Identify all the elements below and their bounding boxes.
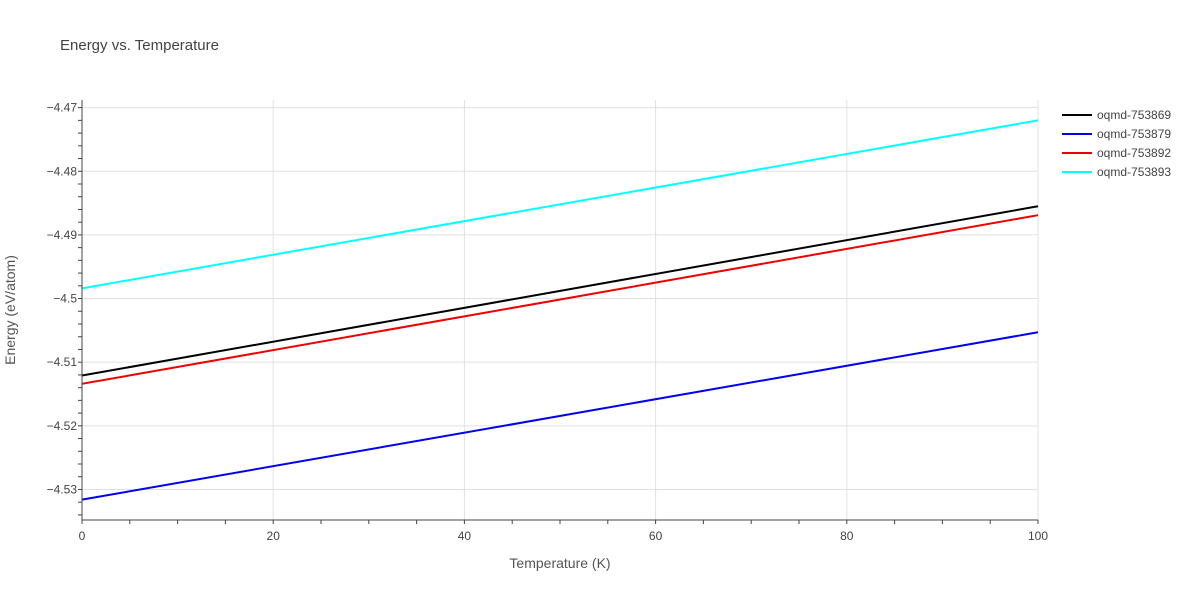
y-tick-label: −4.47 bbox=[47, 101, 78, 115]
y-tick-label: −4.51 bbox=[47, 355, 78, 369]
x-tick-label: 0 bbox=[79, 529, 86, 543]
legend-label: oqmd-753892 bbox=[1097, 146, 1171, 160]
legend-item-oqmd-753893[interactable]: oqmd-753893 bbox=[1062, 165, 1171, 179]
grid bbox=[82, 100, 1039, 520]
y-tick-label: −4.52 bbox=[47, 419, 78, 433]
chart-title: Energy vs. Temperature bbox=[60, 37, 219, 54]
legend-item-oqmd-753869[interactable]: oqmd-753869 bbox=[1062, 108, 1171, 122]
y-tick-label: −4.5 bbox=[53, 292, 77, 306]
y-axis-title: Energy (eV/atom) bbox=[2, 255, 18, 365]
y-tick-label: −4.53 bbox=[47, 482, 78, 496]
x-tick-label: 80 bbox=[840, 529, 854, 543]
legend-label: oqmd-753893 bbox=[1097, 165, 1171, 179]
legend-label: oqmd-753879 bbox=[1097, 127, 1171, 141]
x-tick-label: 20 bbox=[267, 529, 281, 543]
y-tick-label: −4.49 bbox=[47, 228, 78, 242]
series-lines bbox=[81, 119, 1039, 501]
axes: 0 20 40 60 80 100 −4.53 −4.52 −4.51 −4.5 −4.49 −4.4… bbox=[47, 100, 1048, 543]
x-axis-title: Temperature (K) bbox=[509, 555, 610, 571]
legend[interactable]: oqmd-753869 oqmd-753879 oqmd-753892 oqmd-75… bbox=[1062, 108, 1171, 179]
y-tick-label: −4.48 bbox=[47, 164, 78, 178]
legend-item-oqmd-753892[interactable]: oqmd-753892 bbox=[1062, 146, 1171, 160]
x-tick-label: 100 bbox=[1028, 529, 1048, 543]
x-tick-label: 60 bbox=[649, 529, 663, 543]
x-tick-label: 40 bbox=[458, 529, 472, 543]
series-line-oqmd-753869 bbox=[81, 205, 1039, 377]
series-line-oqmd-753879 bbox=[81, 331, 1039, 501]
series-line-oqmd-753893 bbox=[81, 119, 1039, 290]
series-line-oqmd-753892 bbox=[81, 214, 1039, 385]
legend-item-oqmd-753879[interactable]: oqmd-753879 bbox=[1062, 127, 1171, 141]
legend-label: oqmd-753869 bbox=[1097, 108, 1171, 122]
